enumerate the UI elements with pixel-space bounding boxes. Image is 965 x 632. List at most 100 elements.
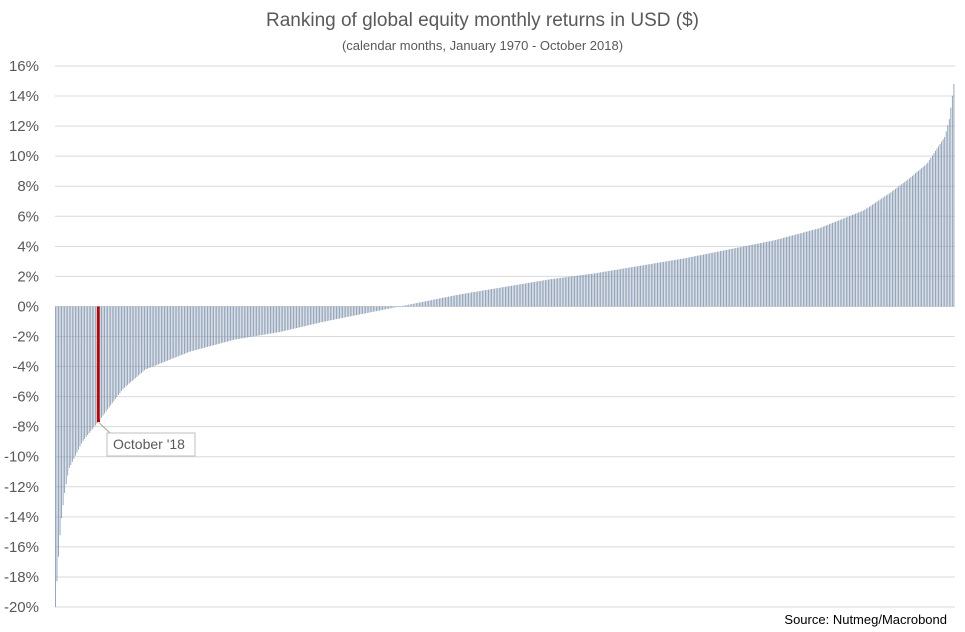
bar <box>388 306 390 309</box>
bar <box>612 270 614 307</box>
bar <box>875 202 876 307</box>
bar <box>753 244 755 307</box>
bar <box>465 293 466 307</box>
bar <box>807 231 809 307</box>
bar <box>773 240 775 307</box>
bar <box>670 260 672 307</box>
bar <box>779 238 781 307</box>
bar <box>182 306 184 355</box>
bar <box>340 306 342 319</box>
bar <box>408 304 410 307</box>
bar <box>331 306 333 321</box>
bar <box>677 259 678 307</box>
bar <box>374 306 376 312</box>
bar <box>910 177 912 307</box>
bar <box>618 269 620 307</box>
bar <box>164 306 165 362</box>
bar <box>131 306 133 381</box>
bar <box>500 287 502 307</box>
bar <box>882 197 884 307</box>
bar <box>128 306 130 384</box>
bar <box>190 306 191 352</box>
bar <box>286 306 288 331</box>
bar <box>127 306 129 385</box>
bar <box>944 136 946 307</box>
bar <box>294 306 296 329</box>
y-tick-label: 0% <box>17 298 39 315</box>
bar <box>907 179 909 307</box>
bar <box>615 269 617 307</box>
bar <box>234 306 236 340</box>
bar <box>543 280 545 307</box>
bar <box>799 233 801 307</box>
bar <box>855 213 857 307</box>
bar <box>652 263 654 307</box>
bar <box>300 306 302 328</box>
bar <box>905 180 907 307</box>
bar <box>551 279 552 307</box>
bar <box>541 280 543 307</box>
bar <box>265 306 267 335</box>
bar <box>480 290 482 307</box>
bar <box>587 274 589 307</box>
bar <box>74 306 76 456</box>
bar <box>156 306 158 365</box>
bar <box>167 306 168 361</box>
bar <box>253 306 254 337</box>
bar <box>583 274 585 307</box>
bar <box>950 107 952 307</box>
bar <box>733 248 735 307</box>
bar <box>236 306 238 340</box>
bar <box>461 293 463 307</box>
bar <box>801 232 803 307</box>
bar <box>663 261 665 307</box>
bar <box>81 306 82 444</box>
y-tick-label: -18% <box>4 569 39 586</box>
gridlines <box>55 65 955 608</box>
bar <box>276 306 278 333</box>
bar <box>683 258 685 307</box>
bar <box>709 253 711 307</box>
y-tick-label: -20% <box>4 599 39 616</box>
bar <box>506 286 508 307</box>
bar <box>641 265 643 307</box>
bar <box>759 243 761 307</box>
bar <box>776 239 778 307</box>
bar <box>325 306 327 322</box>
bar <box>309 306 311 325</box>
bar <box>165 306 167 362</box>
bar <box>288 306 290 330</box>
bar <box>472 292 474 307</box>
bar <box>329 306 331 321</box>
bar <box>518 284 520 307</box>
bar <box>675 259 677 307</box>
bar <box>867 207 869 307</box>
bar <box>942 139 944 307</box>
bar <box>841 219 843 307</box>
bar <box>434 299 436 307</box>
bar <box>59 306 61 536</box>
bar <box>824 225 826 307</box>
bar <box>755 244 757 307</box>
bar <box>838 220 840 307</box>
bar <box>385 306 387 310</box>
bar <box>153 306 155 367</box>
bar <box>375 306 377 312</box>
bar <box>643 265 645 307</box>
bar <box>359 306 360 315</box>
bar <box>394 306 396 308</box>
bar <box>180 306 182 356</box>
bar <box>483 290 485 307</box>
bar <box>102 306 104 416</box>
bar <box>159 306 161 364</box>
y-tick-label: 4% <box>17 238 39 255</box>
bar <box>256 306 258 336</box>
bar <box>497 288 499 307</box>
bar <box>853 214 855 307</box>
bar <box>537 281 539 307</box>
bar <box>948 119 950 307</box>
bar <box>915 173 916 307</box>
bar <box>246 306 248 338</box>
bar <box>667 261 669 307</box>
bar <box>655 263 657 307</box>
